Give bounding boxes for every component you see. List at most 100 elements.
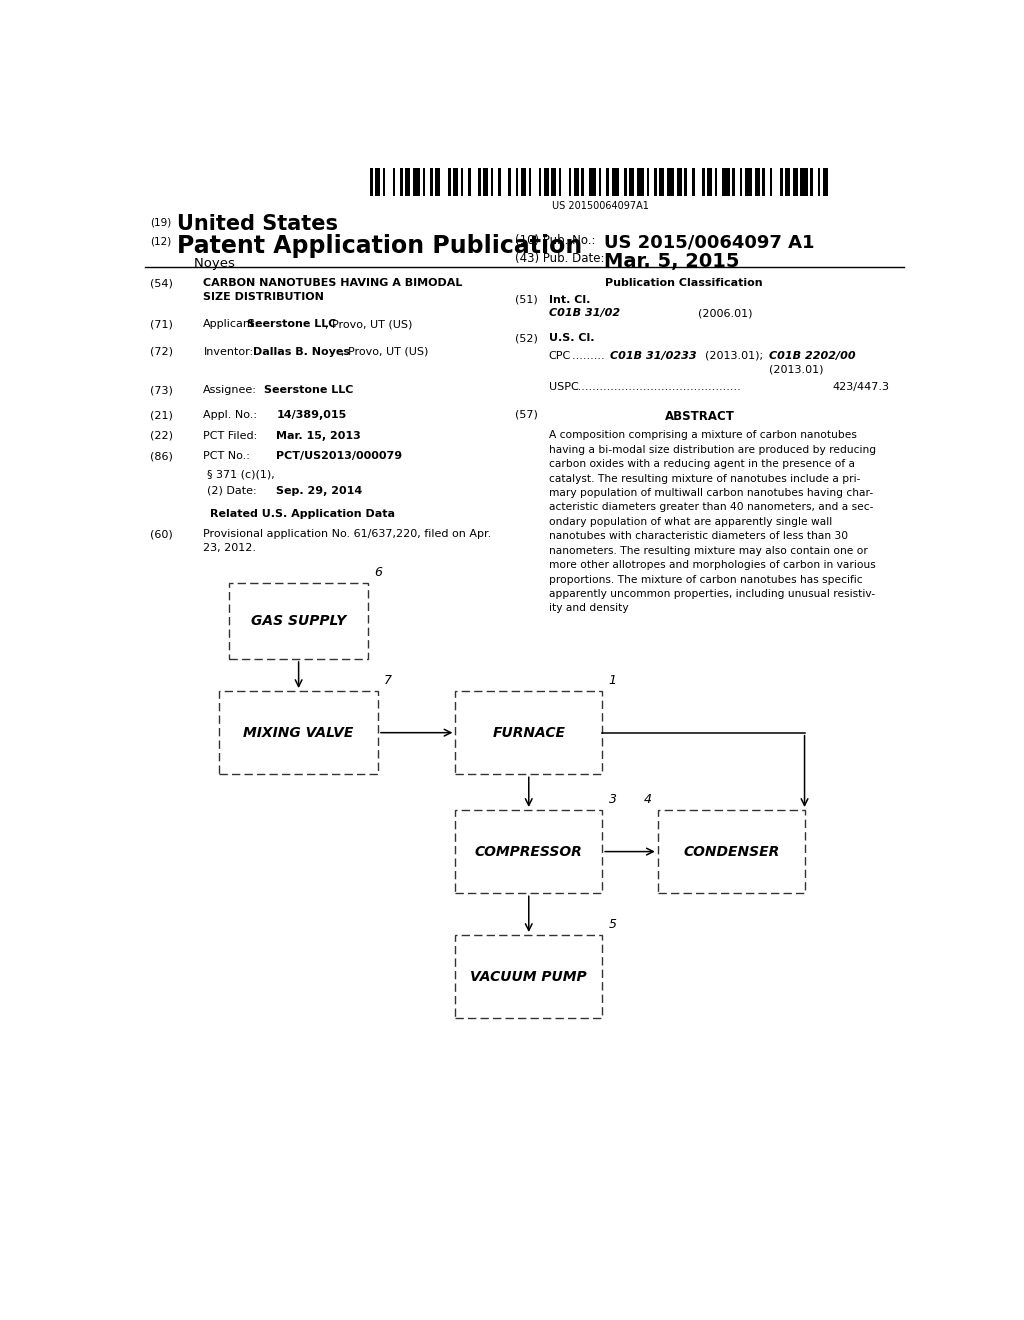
- Text: (57): (57): [515, 409, 539, 420]
- Text: CARBON NANOTUBES HAVING A BIMODAL: CARBON NANOTUBES HAVING A BIMODAL: [204, 279, 463, 288]
- Bar: [456, 935, 602, 1018]
- Text: (54): (54): [151, 279, 173, 288]
- Bar: [708, 168, 712, 195]
- Text: catalyst. The resulting mixture of nanotubes include a pri-: catalyst. The resulting mixture of nanot…: [549, 474, 860, 483]
- Text: Seerstone LLC: Seerstone LLC: [247, 319, 337, 330]
- Text: C01B 31/02: C01B 31/02: [549, 309, 620, 318]
- Text: carbon oxides with a reducing agent in the presence of a: carbon oxides with a reducing agent in t…: [549, 459, 855, 469]
- Bar: [456, 690, 602, 775]
- Text: 14/389,015: 14/389,015: [276, 411, 347, 420]
- Text: (71): (71): [151, 319, 173, 330]
- Bar: [647, 168, 649, 195]
- Bar: [453, 168, 458, 195]
- Text: CPC: CPC: [549, 351, 570, 360]
- Text: A composition comprising a mixture of carbon nanotubes: A composition comprising a mixture of ca…: [549, 430, 856, 441]
- Bar: [383, 168, 385, 195]
- Bar: [544, 168, 549, 195]
- Text: Int. Cl.: Int. Cl.: [549, 294, 590, 305]
- Bar: [508, 168, 511, 195]
- Text: VACUUM PUMP: VACUUM PUMP: [470, 970, 587, 983]
- Text: 23, 2012.: 23, 2012.: [204, 543, 256, 553]
- Text: ABSTRACT: ABSTRACT: [665, 409, 734, 422]
- Text: PCT/US2013/000079: PCT/US2013/000079: [276, 451, 402, 461]
- Text: nanometers. The resulting mixture may also contain one or: nanometers. The resulting mixture may al…: [549, 545, 867, 556]
- Bar: [637, 168, 644, 195]
- Bar: [483, 168, 488, 195]
- Bar: [400, 168, 402, 195]
- Bar: [667, 168, 675, 195]
- Text: having a bi-modal size distribution are produced by reducing: having a bi-modal size distribution are …: [549, 445, 876, 455]
- Text: COMPRESSOR: COMPRESSOR: [475, 845, 583, 858]
- Text: PCT No.:: PCT No.:: [204, 451, 250, 461]
- Text: (51): (51): [515, 294, 538, 305]
- Text: (12): (12): [151, 236, 171, 247]
- Text: CONDENSER: CONDENSER: [683, 845, 779, 858]
- Text: (52): (52): [515, 333, 539, 343]
- Bar: [624, 168, 627, 195]
- Bar: [499, 168, 501, 195]
- Bar: [490, 168, 494, 195]
- Text: more other allotropes and morphologies of carbon in various: more other allotropes and morphologies o…: [549, 560, 876, 570]
- Text: Inventor:: Inventor:: [204, 347, 254, 356]
- Text: Patent Application Publication: Patent Application Publication: [177, 234, 583, 257]
- Text: proportions. The mixture of carbon nanotubes has specific: proportions. The mixture of carbon nanot…: [549, 574, 862, 585]
- Text: US 2015/0064097 A1: US 2015/0064097 A1: [604, 234, 815, 252]
- Bar: [582, 168, 584, 195]
- Text: Appl. No.:: Appl. No.:: [204, 411, 257, 420]
- Text: (43) Pub. Date:: (43) Pub. Date:: [515, 252, 605, 265]
- Text: Applicant:: Applicant:: [204, 319, 259, 330]
- Bar: [551, 168, 556, 195]
- Text: (2013.01): (2013.01): [769, 364, 823, 375]
- Text: Sep. 29, 2014: Sep. 29, 2014: [276, 486, 362, 495]
- Text: Dallas B. Noyes: Dallas B. Noyes: [253, 347, 350, 356]
- Bar: [528, 168, 531, 195]
- Text: 3: 3: [608, 793, 616, 805]
- Text: , Provo, UT (US): , Provo, UT (US): [341, 347, 428, 356]
- Text: Seerstone LLC: Seerstone LLC: [264, 385, 354, 396]
- Bar: [573, 168, 579, 195]
- Bar: [818, 168, 820, 195]
- Text: Provisional application No. 61/637,220, filed on Apr.: Provisional application No. 61/637,220, …: [204, 529, 492, 540]
- Bar: [219, 690, 378, 775]
- Text: 1: 1: [608, 675, 616, 686]
- Bar: [659, 168, 665, 195]
- Text: U.S. Cl.: U.S. Cl.: [549, 333, 594, 343]
- Bar: [423, 168, 425, 195]
- Bar: [413, 168, 421, 195]
- Text: (2006.01): (2006.01): [697, 309, 753, 318]
- Bar: [406, 168, 411, 195]
- Bar: [793, 168, 798, 195]
- Bar: [739, 168, 742, 195]
- Bar: [461, 168, 463, 195]
- Text: USPC: USPC: [549, 383, 579, 392]
- Bar: [539, 168, 541, 195]
- Text: FURNACE: FURNACE: [493, 726, 565, 739]
- Bar: [559, 168, 561, 195]
- Bar: [516, 168, 518, 195]
- Text: § 371 (c)(1),: § 371 (c)(1),: [207, 469, 275, 479]
- Text: Noyes: Noyes: [177, 257, 236, 271]
- Text: Mar. 5, 2015: Mar. 5, 2015: [604, 252, 739, 271]
- Bar: [770, 168, 772, 195]
- Text: Publication Classification: Publication Classification: [605, 279, 762, 288]
- Text: ..............................................: ........................................…: [574, 383, 741, 392]
- Text: GAS SUPPLY: GAS SUPPLY: [251, 614, 346, 628]
- Bar: [823, 168, 827, 195]
- Bar: [722, 168, 730, 195]
- Bar: [606, 168, 609, 195]
- Bar: [629, 168, 634, 195]
- Text: US 20150064097A1: US 20150064097A1: [552, 201, 648, 211]
- Text: 5: 5: [608, 917, 616, 931]
- Bar: [449, 168, 451, 195]
- Bar: [478, 168, 480, 195]
- Text: MIXING VALVE: MIXING VALVE: [244, 726, 354, 739]
- Text: Mar. 15, 2013: Mar. 15, 2013: [276, 430, 361, 441]
- Text: Related U.S. Application Data: Related U.S. Application Data: [210, 508, 395, 519]
- Text: (86): (86): [151, 451, 173, 461]
- Text: (60): (60): [151, 529, 173, 540]
- Text: C01B 31/0233: C01B 31/0233: [609, 351, 696, 360]
- Bar: [800, 168, 808, 195]
- Bar: [392, 168, 395, 195]
- Text: 4: 4: [643, 793, 651, 805]
- Bar: [785, 168, 791, 195]
